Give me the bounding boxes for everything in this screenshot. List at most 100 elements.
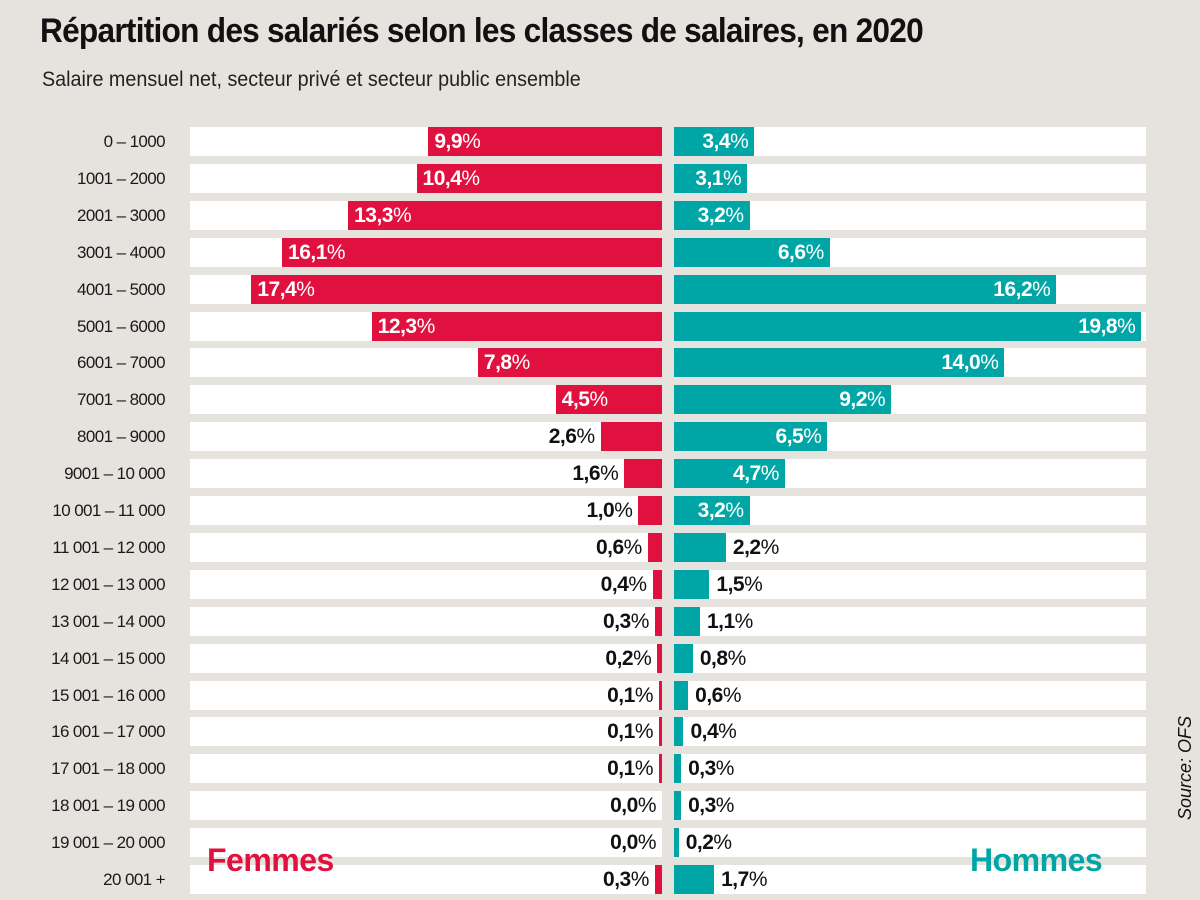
row-band-left	[190, 754, 662, 783]
row-band-right	[674, 717, 1146, 746]
value-number: 0,3	[603, 868, 631, 891]
row-band-right	[674, 865, 1146, 894]
value-label-femmes: 7,8%	[484, 348, 530, 377]
legend-hommes: Hommes	[970, 842, 1103, 878]
bar-femmes	[348, 201, 662, 230]
value-label-hommes: 3,1%	[695, 164, 741, 193]
row-band-right	[674, 201, 1146, 230]
value-percent-sign: %	[1032, 278, 1051, 301]
value-label-hommes: 0,3%	[688, 791, 734, 820]
value-label-femmes: 16,1%	[288, 238, 346, 267]
value-number: 14,0	[941, 351, 981, 374]
value-number: 9,9	[434, 130, 463, 153]
value-number: 3,2	[697, 204, 726, 227]
row-band-right	[674, 828, 1146, 857]
value-percent-sign: %	[980, 351, 999, 374]
value-label-hommes: 3,4%	[702, 127, 748, 156]
row-band-right	[674, 496, 1146, 525]
category-label: 10 001 – 11 000	[52, 501, 165, 520]
bar-hommes	[674, 828, 679, 857]
value-percent-sign: %	[725, 499, 744, 522]
value-label-hommes: 0,3%	[688, 754, 734, 783]
value-number: 1,0	[586, 499, 615, 522]
bar-femmes	[659, 717, 662, 746]
category-label: 4001 – 5000	[77, 280, 166, 299]
bar-hommes	[674, 644, 693, 673]
row-band-left	[190, 496, 662, 525]
value-label-hommes: 6,6%	[778, 238, 824, 267]
value-number: 3,4	[702, 130, 731, 153]
value-number: 1,1	[706, 610, 735, 633]
row-band-left	[190, 681, 662, 710]
category-label: 14 001 – 15 000	[51, 649, 166, 668]
value-percent-sign: %	[1117, 315, 1136, 338]
value-label-femmes: 0,6%	[596, 533, 642, 562]
value-number: 17,4	[257, 278, 297, 301]
value-percent-sign: %	[628, 573, 647, 596]
value-percent-sign: %	[633, 647, 652, 670]
row-band-right	[674, 533, 1146, 562]
value-label-femmes: 9,9%	[434, 127, 480, 156]
row-band-right	[674, 754, 1146, 783]
value-number: 2,6	[548, 425, 577, 448]
bar-femmes	[371, 312, 662, 341]
row-band-right	[674, 644, 1146, 673]
value-number: 3,1	[695, 167, 723, 190]
row-band-left	[190, 791, 662, 820]
category-label: 11 001 – 12 000	[52, 538, 165, 557]
value-number: 0,4	[600, 573, 629, 596]
row-band-right	[674, 607, 1146, 636]
value-number: 0,3	[688, 794, 716, 817]
value-label-hommes: 3,2%	[698, 496, 744, 525]
value-label-femmes: 12,3%	[378, 312, 436, 341]
bar-hommes	[674, 422, 828, 451]
value-label-femmes: 0,3%	[603, 865, 649, 894]
value-percent-sign: %	[634, 720, 654, 743]
value-percent-sign: %	[730, 130, 749, 153]
bar-femmes	[652, 570, 662, 599]
value-percent-sign: %	[462, 130, 481, 153]
category-label: 7001 – 8000	[77, 390, 166, 409]
value-number: 0,3	[603, 610, 631, 633]
bar-hommes	[674, 533, 726, 562]
value-label-hommes: 1,5%	[716, 570, 762, 599]
value-number: 0,1	[607, 720, 635, 743]
bar-hommes	[674, 275, 1057, 304]
row-band-left	[190, 644, 662, 673]
value-percent-sign: %	[630, 610, 650, 633]
bar-femmes	[654, 865, 662, 894]
row-band-left	[190, 533, 662, 562]
value-number: 0,6	[695, 684, 723, 707]
value-label-femmes: 0,3%	[603, 607, 649, 636]
bar-hommes	[674, 312, 1142, 341]
category-label: 19 001 – 20 000	[51, 833, 166, 852]
value-label-hommes: 0,6%	[695, 681, 741, 710]
value-percent-sign: %	[296, 278, 315, 301]
value-percent-sign: %	[511, 351, 531, 374]
value-label-femmes: 0,0%	[610, 791, 656, 820]
value-number: 13,3	[354, 204, 393, 227]
bar-femmes	[416, 164, 662, 193]
value-number: 0,8	[699, 647, 728, 670]
row-band-left	[190, 607, 662, 636]
bar-hommes	[674, 717, 684, 746]
value-percent-sign: %	[866, 388, 886, 411]
chart-title: Répartition des salariés selon les class…	[40, 12, 924, 50]
category-label: 16 001 – 17 000	[51, 722, 166, 741]
value-number: 16,2	[993, 278, 1033, 301]
category-label: 0 – 1000	[103, 132, 166, 151]
row-band-right	[674, 791, 1146, 820]
category-label: 18 001 – 19 000	[51, 796, 166, 815]
value-label-femmes: 4,5%	[562, 385, 608, 414]
value-number: 0,2	[605, 647, 634, 670]
value-percent-sign: %	[805, 241, 825, 264]
value-number: 6,5	[775, 425, 804, 448]
value-number: 1,7	[721, 868, 749, 891]
value-percent-sign: %	[760, 536, 780, 559]
category-label: 9001 – 10 000	[64, 464, 166, 483]
value-percent-sign: %	[748, 868, 768, 891]
bar-hommes	[674, 570, 710, 599]
value-label-hommes: 6,5%	[776, 422, 822, 451]
value-percent-sign: %	[637, 831, 657, 854]
value-percent-sign: %	[614, 499, 633, 522]
